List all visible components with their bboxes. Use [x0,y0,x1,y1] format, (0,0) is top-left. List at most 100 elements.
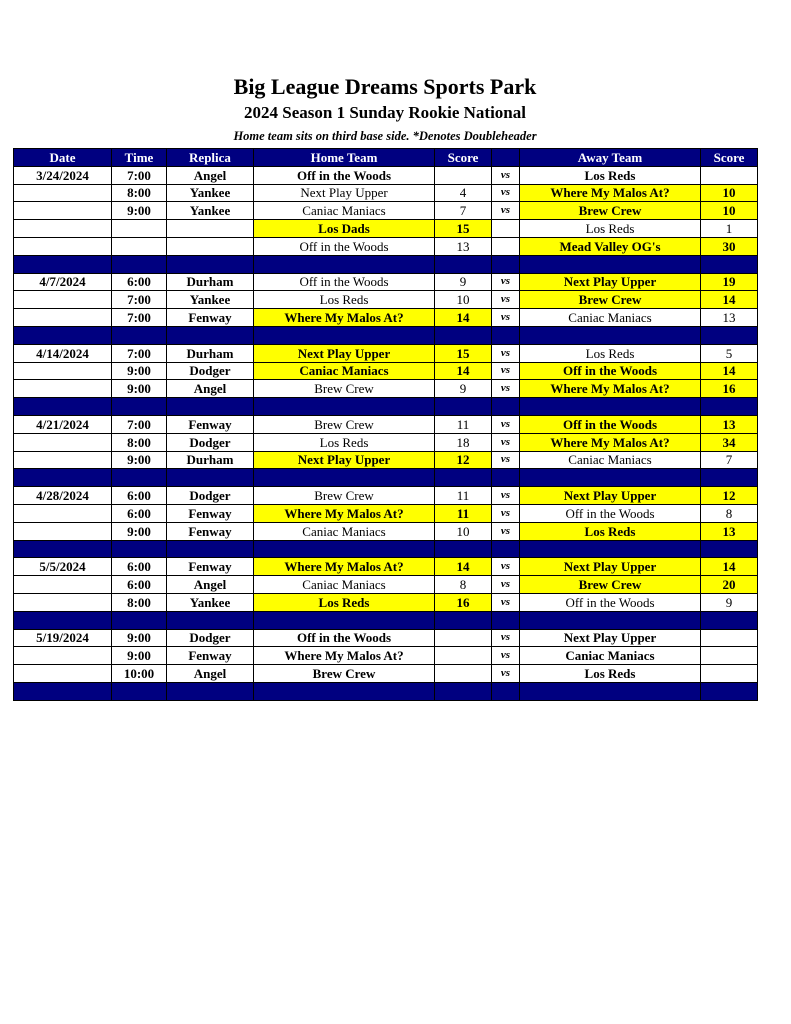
separator-cell [519,610,701,630]
date-cell [13,201,112,221]
col-replica: Replica [166,148,254,167]
home-score-cell: 9 [434,272,492,292]
vs-cell: vs [491,486,520,505]
date-cell: 4/21/2024 [13,414,112,434]
vs-cell: vs [491,664,520,683]
separator-cell [111,325,167,345]
home-team-cell: Where My Malos At? [253,557,435,577]
replica-cell: Angel [166,664,254,683]
vs-cell: vs [491,450,520,470]
away-team-cell: Off in the Woods [519,592,701,612]
col-time: Time [111,148,167,167]
home-team-cell: Brew Crew [253,379,435,399]
time-cell: 9:00 [111,361,167,381]
away-team-cell: Next Play Upper [519,628,701,648]
time-cell: 9:00 [111,521,167,541]
separator-cell [253,397,435,416]
home-team-cell: Where My Malos At? [253,503,435,523]
home-team-cell: Caniac Maniacs [253,521,435,541]
time-cell: 7:00 [111,343,167,363]
table-row: Off in the Woods 13 Mead Valley OG's 30 [13,236,758,256]
separator-cell [253,610,435,630]
separator-cell [491,254,520,274]
replica-cell: Fenway [166,414,254,434]
home-score-cell: 7 [434,201,492,221]
home-score-cell: 9 [434,379,492,399]
table-header: Date Time Replica Home Team Score Away T… [13,148,758,167]
separator-cell [434,397,492,416]
week-separator [13,397,758,416]
week-separator [13,325,758,345]
home-score-cell: 10 [434,290,492,310]
home-team-cell: Los Dads [253,219,435,238]
date-cell: 5/19/2024 [13,628,112,648]
away-score-cell: 10 [700,183,758,203]
table-row: 4/21/2024 7:00 Fenway Brew Crew 11 vs Off in t… [13,414,758,434]
separator-cell [700,325,758,345]
table-row: 4/7/2024 6:00 Durham Off in the Woods 9 vs Nex… [13,272,758,292]
replica-cell: Yankee [166,592,254,612]
away-score-cell: 34 [700,432,758,452]
table-row: 10:00 Angel Brew Crew vs Los Reds [13,664,758,683]
table-row: 7:00 Yankee Los Reds 10 vs Brew Crew 14 [13,290,758,310]
home-team-cell: Off in the Woods [253,628,435,648]
time-cell: 8:00 [111,432,167,452]
separator-cell [491,539,520,559]
table-row: 5/5/2024 6:00 Fenway Where My Malos At? 14 vs… [13,557,758,577]
table-row: 9:00 Dodger Caniac Maniacs 14 vs Off in the W… [13,361,758,381]
away-team-cell: Mead Valley OG's [519,236,701,256]
replica-cell: Yankee [166,201,254,221]
col-home-team: Home Team [253,148,435,167]
home-team-cell: Next Play Upper [253,183,435,203]
separator-cell [13,681,112,701]
away-team-cell: Brew Crew [519,575,701,594]
page-subtitle: 2024 Season 1 Sunday Rookie National [244,103,526,122]
date-cell [13,646,112,666]
time-cell [111,219,167,238]
vs-cell: vs [491,165,520,185]
time-cell: 8:00 [111,592,167,612]
vs-cell: vs [491,272,520,292]
away-score-cell: 5 [700,343,758,363]
separator-cell [166,610,254,630]
separator-cell [111,539,167,559]
separator-cell [434,610,492,630]
home-team-cell: Caniac Maniacs [253,361,435,381]
time-cell: 9:00 [111,450,167,470]
away-team-cell: Caniac Maniacs [519,308,701,327]
date-cell [13,379,112,399]
table-row: 4/28/2024 6:00 Dodger Brew Crew 11 vs Next Pla… [13,486,758,505]
home-team-cell: Los Reds [253,432,435,452]
date-cell [13,236,112,256]
time-cell: 6:00 [111,272,167,292]
time-cell: 9:00 [111,646,167,666]
week-separator [13,539,758,559]
date-cell [13,219,112,238]
home-score-cell: 18 [434,432,492,452]
home-score-cell: 14 [434,308,492,327]
date-cell: 3/24/2024 [13,165,112,185]
vs-cell: vs [491,290,520,310]
home-team-cell: Los Reds [253,592,435,612]
separator-cell [166,468,254,488]
replica-cell: Durham [166,343,254,363]
separator-cell [13,539,112,559]
date-cell: 4/14/2024 [13,343,112,363]
vs-cell: vs [491,575,520,594]
separator-cell [111,397,167,416]
replica-cell: Dodger [166,432,254,452]
separator-cell [111,681,167,701]
home-team-cell: Brew Crew [253,486,435,505]
time-cell: 6:00 [111,486,167,505]
date-cell [13,361,112,381]
home-team-cell: Caniac Maniacs [253,575,435,594]
time-cell: 6:00 [111,503,167,523]
separator-cell [519,681,701,701]
home-team-cell: Off in the Woods [253,236,435,256]
away-team-cell: Caniac Maniacs [519,646,701,666]
vs-cell: vs [491,557,520,577]
vs-cell: vs [491,183,520,203]
away-score-cell [700,165,758,185]
table-row: 7:00 Fenway Where My Malos At? 14 vs Caniac M… [13,308,758,327]
replica-cell: Fenway [166,308,254,327]
